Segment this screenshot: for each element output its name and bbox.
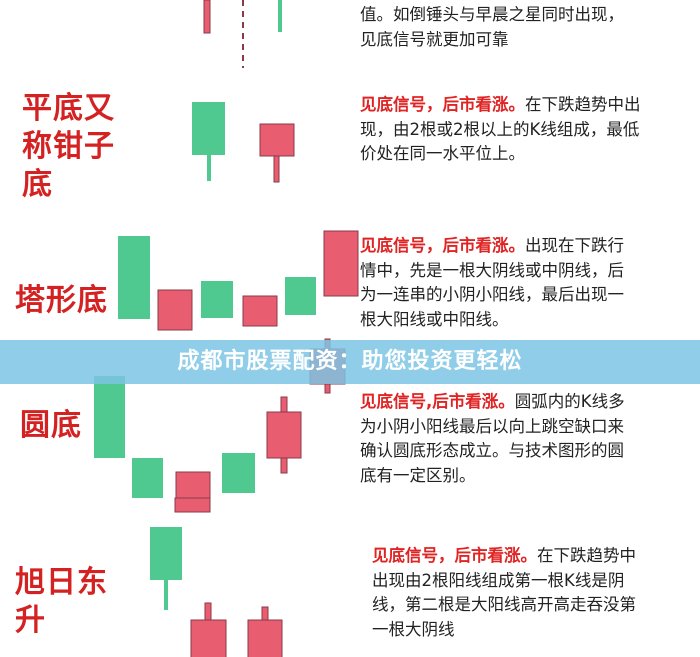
signal-highlight: 见底信号，后市看涨。 [360,236,525,255]
candle-red [190,619,227,657]
description-text: 值。如倒锤头与早晨之星同时出现，见底信号就更加可靠 [360,5,624,49]
candle-red [259,123,295,157]
candle-wick [207,155,211,181]
candle-red [266,411,302,459]
candle-green [94,376,125,458]
pattern-label-round-bottom: 圆底 [20,408,82,443]
pattern-description: 见底信号，后市看涨。出现在下跌行情中，先是一根大阴线或中阴线，后为一连串的小阴小… [360,234,635,332]
candle-green [118,236,150,319]
signal-highlight: 见底信号,后市看涨。 [360,392,515,411]
candle-wick [273,155,280,183]
description-text: 出现在下跌行情中，先是一根大阴线或中阴线，后为一连串的小阴小阳线，最后出现一根大… [360,236,624,329]
signal-highlight: 见底信号，后市看涨。 [372,546,537,565]
candle-wick [278,0,282,32]
candle-green [192,102,225,155]
description-text: 在下跌趋势中出现，由2根或2根以上的K线组成，最低价处在同一水平位上。 [360,95,641,163]
pattern-description: 见底信号，后市看涨。在下跌趋势中出现，由2根或2根以上的K线组成，最低价处在同一… [360,93,645,167]
banner-text: 成都市股票配资：助您投资更轻松 [177,349,523,374]
candle-green [222,453,255,493]
signal-highlight: 见底信号，后市看涨。 [360,95,525,114]
pattern-description: 见底信号,后市看涨。圆弧内的K线多为小阴小阳线最后以向上跳空缺口来确认圆底形态成… [360,390,635,488]
pattern-description: 见底信号，后市看涨。在下跌趋势中出现由2根阳线组成第一根K线是阴线，第二根是大阳… [372,544,647,642]
promo-banner[interactable]: 成都市股票配资：助您投资更轻松 [0,340,700,384]
candle-red [157,289,193,331]
pattern-label-flat-bottom: 平底又称钳子底 [22,91,115,202]
description-text: 圆弧内的K线多为小阴小阳线最后以向上跳空缺口来确认圆底形态成立。与技术图形的圆底… [360,392,625,485]
candle-red [242,295,278,327]
candle-red [247,619,283,657]
pattern-label-rising-sun: 旭日东升 [15,565,108,638]
description-text: 在下跌趋势中出现由2根阳线组成第一根K线是阴线，第二根是大阳线高开高走吞没第一根… [372,546,636,639]
candle-wick [164,580,168,610]
pattern-label-tower-bottom: 塔形底 [15,283,108,318]
pattern-description: 值。如倒锤头与早晨之星同时出现，见底信号就更加可靠 [360,3,630,52]
candle-red [174,497,211,513]
candle-green [150,527,182,580]
candle-green [132,458,163,498]
candle-red [323,230,359,297]
candle-green [201,281,233,318]
candle-wick [203,0,211,34]
candle-green [285,277,316,315]
